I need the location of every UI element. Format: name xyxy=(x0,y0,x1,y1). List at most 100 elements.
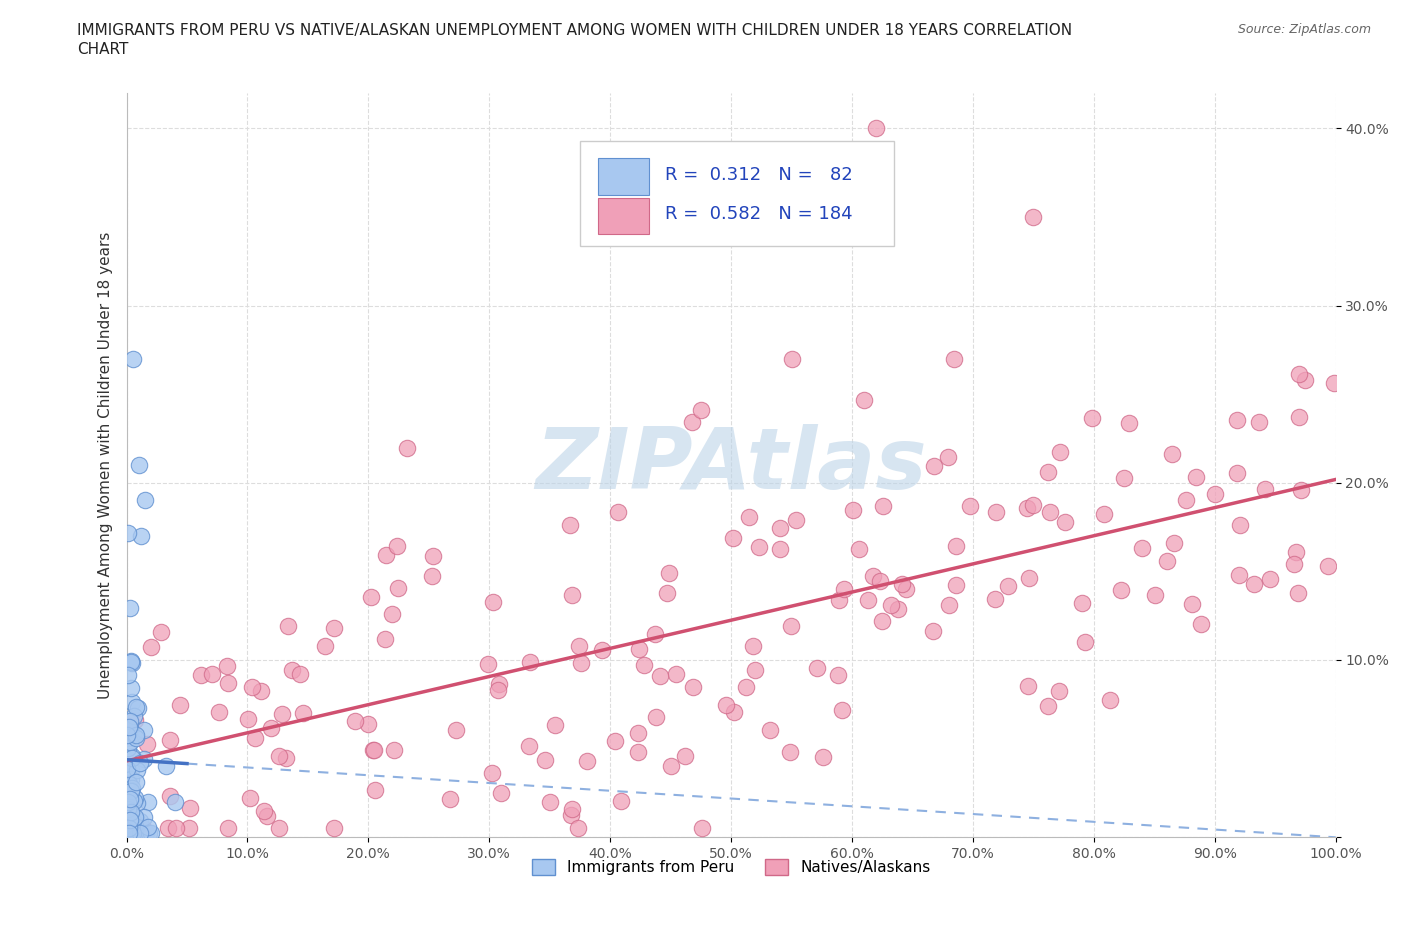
Point xyxy=(482,595,505,610)
Point xyxy=(121,656,143,671)
Point xyxy=(135,825,157,840)
Point xyxy=(117,818,139,833)
Point xyxy=(1243,577,1265,591)
Point xyxy=(136,795,159,810)
Point xyxy=(806,660,828,675)
Point xyxy=(274,751,297,765)
Point xyxy=(124,818,146,833)
Point xyxy=(1047,684,1070,698)
Point xyxy=(811,750,834,764)
Point xyxy=(943,352,966,366)
Point xyxy=(120,601,142,616)
Point xyxy=(477,657,499,671)
Point xyxy=(121,749,143,764)
Point xyxy=(690,820,713,835)
Point xyxy=(1130,540,1153,555)
Point xyxy=(165,820,187,835)
Point xyxy=(983,591,1005,606)
Point xyxy=(945,578,967,592)
Point xyxy=(650,668,672,683)
Point xyxy=(243,730,266,745)
Point xyxy=(959,498,981,513)
Point xyxy=(1323,376,1346,391)
Point xyxy=(1118,416,1140,431)
Point xyxy=(357,717,380,732)
Point xyxy=(288,667,311,682)
Point xyxy=(120,826,142,841)
Point xyxy=(779,745,801,760)
Point xyxy=(122,793,145,808)
Point xyxy=(118,821,141,836)
Point xyxy=(115,803,138,817)
Point xyxy=(115,818,138,833)
Point xyxy=(658,565,681,580)
Point xyxy=(129,528,152,543)
Point xyxy=(605,734,627,749)
Point xyxy=(374,631,396,646)
Point xyxy=(842,502,865,517)
Point xyxy=(128,814,150,829)
Point xyxy=(945,538,967,553)
Point xyxy=(1092,507,1115,522)
Point xyxy=(1288,410,1310,425)
Point xyxy=(118,735,141,750)
Point xyxy=(633,658,655,672)
Point xyxy=(1112,471,1135,485)
Point xyxy=(1258,571,1281,586)
Point xyxy=(250,684,273,698)
Text: ZIPAtlas: ZIPAtlas xyxy=(536,423,927,507)
Point xyxy=(569,656,592,671)
Point xyxy=(1286,585,1309,600)
Point xyxy=(124,791,146,806)
Point xyxy=(118,826,141,841)
Point xyxy=(1098,692,1121,707)
FancyBboxPatch shape xyxy=(598,198,650,234)
Point xyxy=(832,581,855,596)
Point xyxy=(848,541,870,556)
Point xyxy=(610,793,633,808)
Point xyxy=(560,807,582,822)
Point xyxy=(1018,571,1040,586)
Point xyxy=(1071,596,1094,611)
Legend: Immigrants from Peru, Natives/Alaskans: Immigrants from Peru, Natives/Alaskans xyxy=(526,853,936,882)
Point xyxy=(150,625,173,640)
Point xyxy=(138,826,160,841)
Point xyxy=(169,698,191,712)
Point xyxy=(120,816,142,830)
Point xyxy=(869,574,891,589)
Point xyxy=(190,667,212,682)
Point xyxy=(132,810,155,825)
Point xyxy=(1288,367,1310,382)
Point xyxy=(627,726,650,741)
Point xyxy=(1038,464,1060,479)
Point xyxy=(759,723,782,737)
Point xyxy=(120,653,142,668)
Point xyxy=(1229,518,1251,533)
Point xyxy=(240,680,263,695)
Point xyxy=(785,512,807,527)
Point xyxy=(118,826,141,841)
Point xyxy=(742,638,765,653)
Point xyxy=(544,717,567,732)
Point xyxy=(645,710,668,724)
Point xyxy=(420,568,443,583)
Point xyxy=(120,772,142,787)
Point xyxy=(385,539,408,554)
Point xyxy=(277,619,299,634)
Point xyxy=(1049,445,1071,459)
Point xyxy=(239,790,262,805)
Point xyxy=(118,731,141,746)
Point xyxy=(120,783,142,798)
Point xyxy=(1184,470,1206,485)
Point xyxy=(120,655,142,670)
Point xyxy=(121,814,143,829)
Point xyxy=(486,683,509,698)
Point xyxy=(714,698,737,712)
Point xyxy=(984,505,1007,520)
Point xyxy=(744,663,766,678)
Point xyxy=(238,711,260,726)
Point xyxy=(121,694,143,709)
Point xyxy=(865,121,887,136)
Point xyxy=(177,820,200,835)
Point xyxy=(444,723,467,737)
